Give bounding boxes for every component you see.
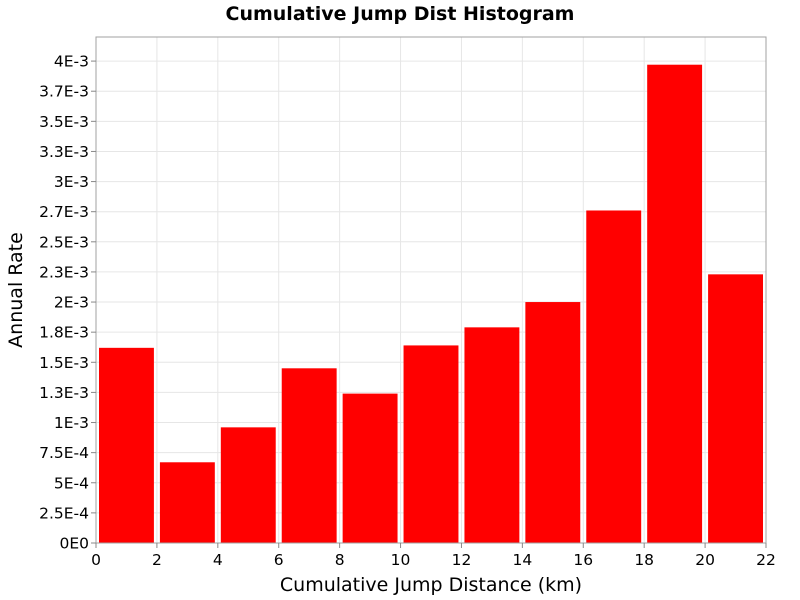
y-tick-label: 0E0 bbox=[59, 535, 89, 553]
bars bbox=[99, 64, 763, 543]
y-tick-label: 2.3E-3 bbox=[39, 263, 89, 281]
x-tick-label: 4 bbox=[213, 551, 223, 569]
y-axis-ticks: 0E0 2.5E-4 5E-4 7.5E-4 1E-3 1.3E-3 1.5E-3 1.8E-… bbox=[39, 53, 96, 553]
x-tick-label: 8 bbox=[335, 551, 345, 569]
x-tick-label: 12 bbox=[452, 551, 472, 569]
y-tick-label: 4E-3 bbox=[54, 53, 89, 71]
y-tick-label: 7.5E-4 bbox=[39, 444, 89, 462]
histogram-bar bbox=[525, 302, 581, 543]
y-tick-label: 1.3E-3 bbox=[39, 384, 89, 402]
y-tick-label: 2E-3 bbox=[54, 294, 89, 312]
chart-title: Cumulative Jump Dist Histogram bbox=[226, 3, 575, 25]
histogram-bar bbox=[464, 327, 520, 543]
histogram-bar bbox=[99, 347, 154, 543]
x-axis-ticks: 0 2 4 6 8 10 12 14 16 18 20 22 bbox=[91, 543, 776, 569]
y-tick-label: 2.7E-3 bbox=[39, 203, 89, 221]
x-tick-label: 2 bbox=[152, 551, 162, 569]
histogram-bar bbox=[647, 64, 703, 543]
y-tick-label: 5E-4 bbox=[54, 474, 89, 492]
histogram-bar bbox=[281, 368, 337, 543]
histogram-bar bbox=[403, 345, 459, 543]
histogram-bar bbox=[220, 427, 276, 543]
x-tick-label: 10 bbox=[391, 551, 411, 569]
histogram-bar bbox=[342, 393, 398, 543]
y-tick-label: 1E-3 bbox=[54, 414, 89, 432]
histogram-bar bbox=[708, 274, 763, 543]
y-tick-label: 3.5E-3 bbox=[39, 113, 89, 131]
histogram-bar bbox=[159, 462, 215, 543]
x-tick-label: 18 bbox=[634, 551, 654, 569]
y-tick-label: 3E-3 bbox=[54, 173, 89, 191]
y-tick-label: 3.7E-3 bbox=[39, 83, 89, 101]
y-tick-label: 3.3E-3 bbox=[39, 143, 89, 161]
y-tick-label: 1.8E-3 bbox=[39, 324, 89, 342]
y-tick-label: 2.5E-4 bbox=[39, 504, 89, 522]
x-axis-label: Cumulative Jump Distance (km) bbox=[280, 574, 582, 596]
x-tick-label: 22 bbox=[756, 551, 776, 569]
x-tick-label: 16 bbox=[573, 551, 593, 569]
plot-frame bbox=[95, 36, 767, 544]
histogram-bar bbox=[586, 210, 642, 543]
x-tick-label: 20 bbox=[695, 551, 715, 569]
y-tick-label: 1.5E-3 bbox=[39, 354, 89, 372]
y-axis-label: Annual Rate bbox=[5, 232, 27, 348]
y-tick-label: 2.5E-3 bbox=[39, 233, 89, 251]
x-tick-label: 6 bbox=[274, 551, 284, 569]
x-tick-label: 14 bbox=[512, 551, 532, 569]
x-tick-label: 0 bbox=[91, 551, 101, 569]
